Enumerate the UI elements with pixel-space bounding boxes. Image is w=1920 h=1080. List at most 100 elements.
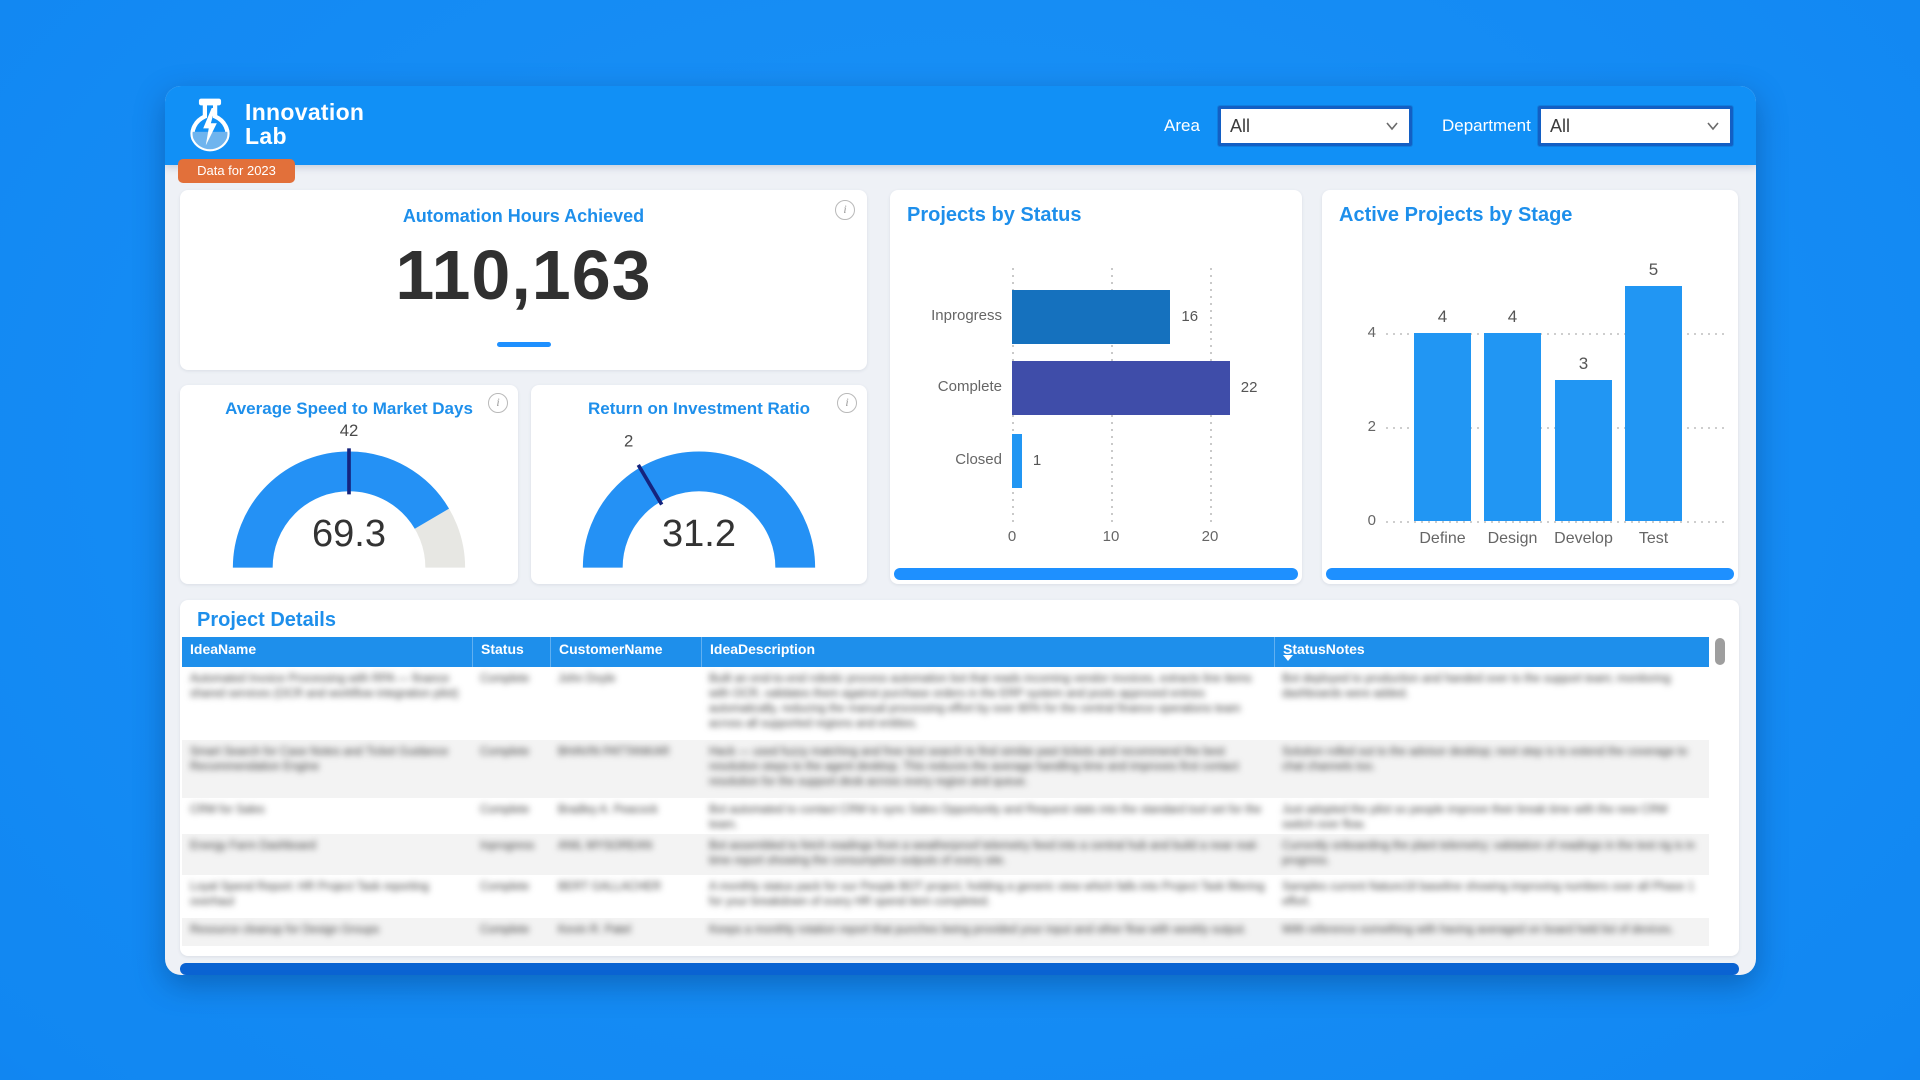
column-header-status[interactable]: Status: [472, 637, 550, 667]
app-title: Innovation Lab: [245, 99, 365, 149]
bar-value-label: 22: [1240, 379, 1258, 396]
chevron-down-icon: [1707, 122, 1719, 131]
dashboard-page: Innovation Lab Area All Department All D…: [165, 86, 1756, 975]
department-filter-value: All: [1550, 115, 1571, 136]
department-filter-dropdown[interactable]: All: [1538, 106, 1733, 146]
gridline: [1386, 521, 1724, 523]
stage-bar-test[interactable]: [1625, 286, 1682, 521]
table-scrollbar-thumb[interactable]: [1715, 638, 1725, 665]
chart-card-active-projects-by-stage: Active Projects by Stage 0 2 4 4 Define 4 Desi…: [1322, 190, 1738, 584]
kpi-underline: [496, 342, 551, 347]
table-row[interactable]: Automated Invoice Processing with RPA — …: [182, 667, 1709, 740]
card-bottom-accent: [1326, 568, 1734, 580]
table-cell: BERT GALLACHER: [558, 881, 662, 893]
table-title: Project Details: [197, 609, 336, 631]
table-cell: Complete: [480, 924, 530, 936]
bar-value-label: 5: [1648, 260, 1659, 279]
table-cell: Inprogress: [480, 840, 535, 852]
bar-category-label: Closed: [955, 451, 1002, 468]
status-bar-closed[interactable]: [1012, 434, 1022, 488]
table-body: Automated Invoice Processing with RPA — …: [182, 667, 1709, 946]
kpi-value: 110,163: [395, 236, 652, 314]
table-card-project-details: Project Details IdeaName Status CustomerNa…: [180, 600, 1739, 956]
y-axis-tick-label: 2: [1367, 418, 1376, 435]
table-cell: Energy Farm Dashboard: [190, 840, 316, 852]
table-cell: Kevin R. Patel: [558, 924, 631, 936]
y-axis-tick-label: 4: [1367, 324, 1376, 341]
table-cell: Bradley A. Peacock: [558, 804, 658, 816]
table-cell: BHAVIN PATTANKAR: [558, 746, 670, 758]
gauge-title: Return on Investment Ratio: [588, 399, 810, 418]
status-bar-inprogress[interactable]: [1012, 290, 1171, 344]
kpi-title: Automation Hours Achieved: [402, 206, 645, 226]
area-filter-dropdown[interactable]: All: [1218, 106, 1412, 146]
gauge-card-roi: Return on Investment Ratio i 2 31.2: [531, 385, 867, 584]
table-cell: Complete: [480, 673, 530, 685]
table-cell: Currently onboarding the plant telemetry…: [1282, 840, 1695, 867]
table-row[interactable]: Smart Search for Case Notes and Ticket G…: [182, 740, 1709, 798]
bar-value-label: 16: [1181, 308, 1199, 325]
department-filter-label: Department: [1442, 116, 1531, 135]
area-filter-label: Area: [1164, 116, 1200, 135]
table-cell: Bot assembled to fetch readings from a w…: [709, 840, 1259, 867]
info-icon[interactable]: i: [488, 393, 508, 413]
area-filter-value: All: [1230, 115, 1251, 136]
bar-value-label: 4: [1437, 307, 1448, 326]
column-header-ideaname[interactable]: IdeaName: [190, 641, 257, 657]
table-cell: Keeps a monthly rotation report that pun…: [709, 924, 1247, 936]
table-cell: A monthly status pack for our People BOT…: [709, 881, 1265, 908]
table-cell: Samples current Nature18 baseline showin…: [1282, 881, 1695, 908]
stage-bar-design[interactable]: [1484, 333, 1541, 521]
table-header-row: IdeaName Status CustomerName IdeaDescriptio…: [182, 637, 1709, 667]
y-axis-tick-label: 0: [1367, 512, 1376, 529]
table-cell: Hack — used fuzzy matching and free text…: [709, 746, 1239, 788]
bar-category-label: Develop: [1554, 530, 1613, 547]
info-icon[interactable]: i: [837, 393, 857, 413]
table-cell: Loyal Spend Report: HR Project Task repo…: [190, 881, 429, 908]
bar-category-label: Design: [1487, 530, 1538, 547]
stage-bar-define[interactable]: [1414, 333, 1471, 521]
bar-category-label: Define: [1419, 530, 1466, 547]
column-header-ideadescription[interactable]: IdeaDescription: [701, 637, 1274, 667]
chevron-down-icon: [1386, 122, 1398, 131]
table-bottom-accent: [180, 963, 1739, 975]
column-header-statusnotes[interactable]: StatusNotes: [1274, 637, 1709, 667]
x-axis-tick-label: 10: [1102, 528, 1120, 545]
app-logo: Innovation Lab: [187, 97, 364, 153]
gridline: [1386, 333, 1724, 335]
gauge-value: 69.3: [312, 513, 386, 555]
x-axis-tick-label: 20: [1201, 528, 1219, 545]
bar-value-label: 4: [1507, 307, 1518, 326]
bar-value-label: 3: [1578, 354, 1589, 373]
stage-bar-develop[interactable]: [1555, 380, 1612, 521]
column-header-customername[interactable]: CustomerName: [550, 637, 701, 667]
gauge-title: Average Speed to Market Days: [225, 399, 473, 418]
table-row[interactable]: Energy Farm Dashboard Inprogress ANIL MYSO…: [182, 834, 1709, 875]
table-cell: With reference something with having ave…: [1282, 924, 1674, 936]
sort-descending-icon: [1283, 655, 1293, 661]
bar-value-label: 1: [1032, 452, 1042, 469]
x-axis-tick-label: 0: [1007, 528, 1017, 545]
data-year-badge: Data for 2023: [178, 159, 295, 183]
gauge-value: 31.2: [662, 513, 736, 555]
table-cell: Complete: [480, 804, 530, 816]
table-row[interactable]: CRM for Sales Complete Bradley A. Peacock B…: [182, 798, 1709, 834]
chart-card-projects-by-status: Projects by Status 0 10 20 Inprogress 16 Comp…: [890, 190, 1302, 584]
table-cell: Resource cleanup for Design Groups: [190, 924, 380, 936]
table-row[interactable]: Loyal Spend Report: HR Project Task repo…: [182, 875, 1709, 918]
gauge-arc: 42: [232, 421, 466, 569]
table-cell: Complete: [480, 746, 530, 758]
status-bar-complete[interactable]: [1012, 361, 1230, 415]
table-row[interactable]: Resource cleanup for Design Groups Comple…: [182, 918, 1709, 946]
kpi-card-automation-hours: Automation Hours Achieved i 110,163: [180, 190, 867, 370]
info-icon[interactable]: i: [835, 200, 855, 220]
flask-lab-icon: [190, 98, 230, 152]
table-cell: CRM for Sales: [190, 804, 265, 816]
gauge-target-needle: [636, 464, 664, 506]
bar-category-label: Test: [1638, 530, 1669, 547]
table-cell: Bot automated to contact CRM to sync Sal…: [709, 804, 1262, 831]
bar-category-label: Complete: [937, 378, 1002, 395]
table-cell: ANIL MYSOREAN: [558, 840, 653, 852]
table-cell: Smart Search for Case Notes and Ticket G…: [190, 746, 449, 773]
gauge-arc: 2: [582, 432, 816, 569]
